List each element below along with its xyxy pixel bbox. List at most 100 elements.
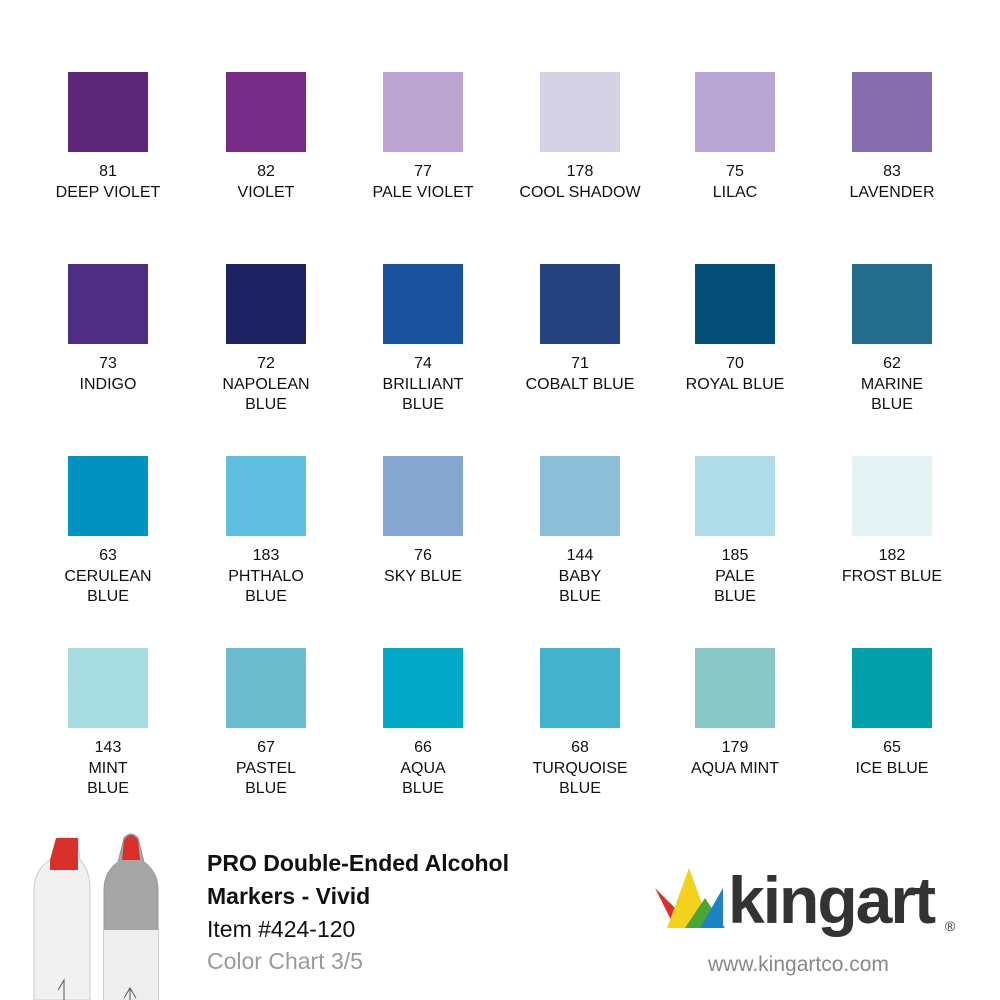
color-swatch	[226, 72, 306, 152]
swatch-label: 70 ROYAL BLUE	[660, 354, 810, 395]
swatch-label: 77 PALE VIOLET	[348, 162, 498, 203]
item-number: Item #424-120	[207, 916, 356, 942]
color-swatch	[68, 264, 148, 344]
swatch-label: 66 AQUA BLUE	[348, 738, 498, 800]
swatch-name: BABY	[558, 567, 602, 585]
product-title: PRO Double-Ended Alcohol	[207, 850, 509, 876]
swatch-number: 143	[94, 739, 122, 756]
swatch-name: PHTHALO	[228, 567, 304, 585]
color-swatch	[695, 72, 775, 152]
swatch-name: AQUA MINT	[690, 759, 779, 777]
swatch-name: BRILLIANT	[382, 375, 464, 393]
color-swatch	[540, 72, 620, 152]
color-swatch	[695, 648, 775, 728]
swatch-name: DEEP VIOLET	[55, 183, 161, 201]
swatch-name: BLUE	[402, 396, 444, 413]
swatch-number: 66	[414, 739, 432, 756]
swatch-number: 76	[414, 547, 432, 564]
swatch-name: ROYAL BLUE	[685, 375, 785, 393]
logo-registered: ®	[945, 918, 956, 934]
marker-illustration	[33, 833, 159, 1000]
swatch-name: COBALT BLUE	[525, 375, 635, 393]
swatch-name: NAPOLEAN	[222, 375, 310, 393]
swatch-name: MARINE	[860, 375, 924, 393]
swatch-label: 65 ICE BLUE	[817, 738, 967, 779]
swatch-number: 73	[99, 355, 117, 372]
swatch-label: 185 PALE BLUE	[660, 546, 810, 608]
swatch-number: 183	[252, 547, 280, 564]
swatch-number: 67	[257, 739, 275, 756]
swatch-name: FROST BLUE	[841, 567, 943, 585]
chart-label: Color Chart 3/5	[207, 948, 363, 974]
swatch-number: 81	[99, 163, 117, 180]
swatch-name: PALE	[715, 567, 755, 585]
swatch-label: 82 VIOLET	[191, 162, 341, 203]
swatch-name: BLUE	[245, 396, 287, 413]
swatch-label: 63 CERULEAN BLUE	[33, 546, 183, 608]
swatch-label: 81 DEEP VIOLET	[33, 162, 183, 203]
swatch-name: LAVENDER	[849, 183, 935, 201]
swatch-name: SKY BLUE	[384, 567, 462, 585]
color-swatch	[852, 456, 932, 536]
swatch-label: 182 FROST BLUE	[817, 546, 967, 587]
color-swatch	[852, 264, 932, 344]
color-swatch	[226, 456, 306, 536]
swatch-number: 65	[883, 739, 901, 756]
color-swatch	[695, 264, 775, 344]
swatch-name: BLUE	[402, 780, 444, 797]
swatch-number: 70	[726, 355, 744, 372]
swatch-number: 185	[721, 547, 749, 564]
swatch-name: BLUE	[245, 780, 287, 797]
swatch-number: 77	[414, 163, 432, 180]
swatch-number: 63	[99, 547, 117, 564]
swatch-name: INDIGO	[79, 375, 137, 393]
swatch-number: 74	[414, 355, 432, 372]
swatch-number: 75	[726, 163, 744, 180]
swatch-label: 76 SKY BLUE	[348, 546, 498, 587]
swatch-label: 67 PASTEL BLUE	[191, 738, 341, 800]
color-swatch	[226, 648, 306, 728]
color-swatch	[383, 72, 463, 152]
swatch-name: CERULEAN	[64, 567, 152, 585]
swatch-name: MINT	[88, 759, 128, 777]
swatch-number: 71	[571, 355, 589, 372]
swatch-name: BLUE	[559, 588, 601, 605]
swatch-number: 72	[257, 355, 275, 372]
swatch-name: PALE VIOLET	[372, 183, 474, 201]
swatch-number: 68	[571, 739, 589, 756]
color-swatch	[68, 456, 148, 536]
swatch-label: 183 PHTHALO BLUE	[191, 546, 341, 608]
swatch-label: 71 COBALT BLUE	[505, 354, 655, 395]
color-swatch	[383, 264, 463, 344]
swatch-number: 179	[721, 739, 749, 756]
swatch-name: BLUE	[87, 780, 129, 797]
swatch-number: 83	[883, 163, 901, 180]
color-swatch	[695, 456, 775, 536]
color-swatch	[68, 72, 148, 152]
logo-url: www.kingartco.com	[708, 953, 889, 976]
swatch-label: 74 BRILLIANT BLUE	[348, 354, 498, 416]
swatch-label: 179 AQUA MINT	[660, 738, 810, 779]
swatch-label: 68 TURQUOISE BLUE	[505, 738, 655, 800]
swatch-label: 62 MARINE BLUE	[817, 354, 967, 416]
swatch-label: 73 INDIGO	[33, 354, 183, 395]
swatch-label: 72 NAPOLEAN BLUE	[191, 354, 341, 416]
swatch-label: 143 MINT BLUE	[33, 738, 183, 800]
swatch-name: AQUA	[400, 759, 446, 777]
logo-text: kingart	[728, 863, 936, 937]
swatch-name: LILAC	[712, 183, 758, 201]
color-swatch	[852, 648, 932, 728]
logo-crown	[655, 868, 725, 928]
color-swatch	[540, 264, 620, 344]
swatch-name: PASTEL	[235, 759, 297, 777]
swatch-name: BLUE	[714, 588, 756, 605]
color-swatch	[540, 648, 620, 728]
swatch-name: BLUE	[559, 780, 601, 797]
swatch-label: 178 COOL SHADOW	[505, 162, 655, 203]
swatch-label: 75 LILAC	[660, 162, 810, 203]
swatch-name: TURQUOISE	[532, 759, 628, 777]
swatch-name: BLUE	[87, 588, 129, 605]
swatch-name: ICE BLUE	[855, 759, 929, 777]
color-swatch	[852, 72, 932, 152]
